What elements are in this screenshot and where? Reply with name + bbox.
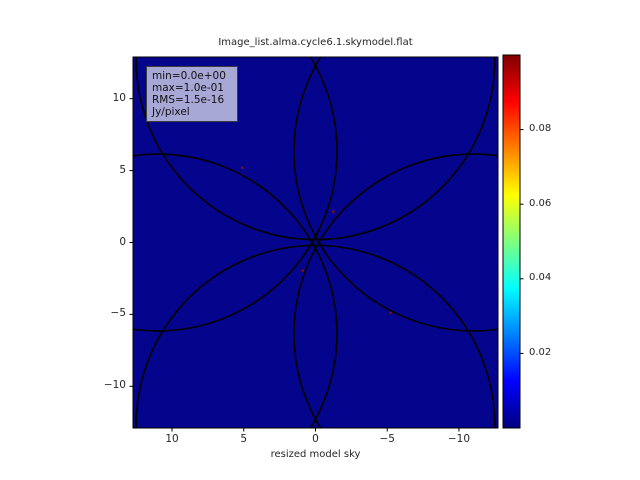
stats-line-min: min=0.0e+00 bbox=[152, 70, 226, 82]
pointing-circle bbox=[133, 57, 338, 332]
colorbar-tick-label: 0.08 bbox=[529, 123, 552, 135]
stats-annotation: min=0.0e+00 max=1.0e-01 RMS=1.5e-16 Jy/p… bbox=[146, 66, 238, 122]
y-tick-label: 10 bbox=[112, 91, 126, 104]
pointing-circle bbox=[135, 244, 496, 428]
y-tick-label: −5 bbox=[110, 307, 126, 320]
stats-line-unit: Jy/pixel bbox=[152, 106, 190, 118]
x-tick-label: 10 bbox=[165, 433, 179, 445]
pointing-circle bbox=[293, 153, 498, 428]
x-tick-label: 0 bbox=[312, 433, 319, 445]
colorbar-tick-label: 0.06 bbox=[529, 197, 552, 209]
point-source-dot bbox=[241, 166, 244, 170]
stats-line-max: max=1.0e-01 bbox=[152, 82, 224, 94]
x-tick-label: −5 bbox=[379, 433, 395, 445]
y-tick-label: 5 bbox=[119, 163, 126, 176]
y-tick-label: 0 bbox=[119, 235, 126, 248]
pointing-circle bbox=[135, 57, 496, 241]
x-tick-label: 5 bbox=[240, 433, 248, 445]
pointing-circle bbox=[293, 57, 498, 332]
x-axis-label: resized model sky bbox=[270, 449, 361, 460]
point-source-dot bbox=[331, 210, 335, 213]
colorbar-tick-label: 0.02 bbox=[529, 346, 552, 358]
pointing-circle bbox=[133, 153, 338, 428]
point-source-dot bbox=[389, 311, 392, 314]
y-tick-label: −10 bbox=[103, 379, 126, 392]
colorbar bbox=[502, 54, 521, 429]
colorbar-tick-label: 0.04 bbox=[529, 272, 552, 284]
x-tick-label: −10 bbox=[447, 433, 471, 445]
point-source-dot bbox=[301, 269, 304, 272]
stats-line-rms: RMS=1.5e-16 bbox=[152, 94, 225, 106]
chart-title: Image_list.alma.cycle6.1.skymodel.flat bbox=[218, 37, 413, 48]
